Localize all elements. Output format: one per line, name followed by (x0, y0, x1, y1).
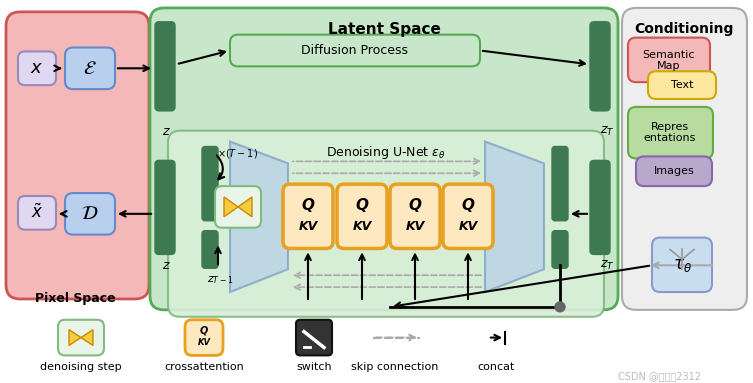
FancyBboxPatch shape (202, 147, 218, 221)
Polygon shape (485, 142, 544, 292)
Text: $\mathcal{E}$: $\mathcal{E}$ (83, 59, 97, 78)
Text: crossattention: crossattention (164, 362, 244, 372)
FancyBboxPatch shape (65, 193, 115, 235)
FancyBboxPatch shape (628, 107, 713, 159)
FancyBboxPatch shape (296, 320, 332, 355)
FancyBboxPatch shape (337, 184, 387, 249)
Text: Repres
entations: Repres entations (644, 122, 697, 144)
FancyBboxPatch shape (552, 231, 568, 268)
Text: $z_T$: $z_T$ (600, 125, 614, 138)
Text: $\tilde{x}$: $\tilde{x}$ (31, 204, 43, 222)
FancyBboxPatch shape (155, 160, 175, 254)
Text: Q: Q (301, 198, 315, 213)
Text: Diffusion Process: Diffusion Process (301, 44, 408, 57)
FancyBboxPatch shape (58, 320, 104, 355)
Text: $x$: $x$ (30, 59, 44, 77)
Text: KV: KV (352, 220, 372, 233)
FancyBboxPatch shape (443, 184, 493, 249)
Polygon shape (238, 197, 252, 217)
FancyBboxPatch shape (65, 47, 115, 89)
Text: Semantic
Map: Semantic Map (643, 49, 695, 71)
Text: Q: Q (408, 198, 422, 213)
FancyBboxPatch shape (185, 320, 223, 355)
Text: Q: Q (200, 326, 208, 336)
Polygon shape (69, 330, 81, 345)
FancyBboxPatch shape (6, 12, 149, 299)
Text: KV: KV (405, 220, 425, 233)
FancyBboxPatch shape (648, 71, 716, 99)
Text: $\times(T-1)$: $\times(T-1)$ (217, 147, 258, 159)
Text: Latent Space: Latent Space (328, 22, 441, 37)
Text: KV: KV (197, 338, 211, 347)
Text: Q: Q (462, 198, 474, 213)
Text: concat: concat (477, 362, 515, 372)
FancyBboxPatch shape (590, 22, 610, 111)
FancyBboxPatch shape (552, 147, 568, 221)
FancyBboxPatch shape (202, 231, 218, 268)
Text: denoising step: denoising step (40, 362, 122, 372)
Text: switch: switch (296, 362, 332, 372)
Text: KV: KV (298, 220, 318, 233)
FancyBboxPatch shape (155, 22, 175, 111)
Text: CSDN @筷次者2312: CSDN @筷次者2312 (618, 371, 702, 381)
FancyBboxPatch shape (283, 184, 333, 249)
FancyBboxPatch shape (230, 34, 480, 66)
Circle shape (555, 302, 565, 312)
Polygon shape (81, 330, 93, 345)
Text: Images: Images (654, 166, 694, 176)
FancyBboxPatch shape (18, 51, 56, 85)
FancyBboxPatch shape (590, 160, 610, 254)
Text: $\mathcal{D}$: $\mathcal{D}$ (81, 205, 99, 223)
Text: $z_{T-1}$: $z_{T-1}$ (207, 274, 233, 286)
FancyBboxPatch shape (628, 38, 710, 82)
Text: KV: KV (459, 220, 477, 233)
Text: Text: Text (671, 80, 694, 90)
Text: Pixel Space: Pixel Space (35, 292, 115, 305)
FancyBboxPatch shape (622, 8, 747, 310)
FancyBboxPatch shape (18, 196, 56, 230)
Text: z: z (162, 259, 168, 272)
Text: Conditioning: Conditioning (634, 22, 733, 36)
FancyBboxPatch shape (652, 237, 712, 292)
Text: $z_T$: $z_T$ (600, 259, 614, 272)
Text: Q: Q (355, 198, 368, 213)
Text: Denoising U-Net $\epsilon_\theta$: Denoising U-Net $\epsilon_\theta$ (326, 144, 446, 160)
FancyBboxPatch shape (636, 156, 712, 186)
Text: skip connection: skip connection (352, 362, 439, 372)
FancyBboxPatch shape (168, 131, 604, 317)
Text: z: z (162, 125, 168, 138)
FancyBboxPatch shape (150, 8, 618, 310)
Polygon shape (230, 142, 288, 292)
FancyBboxPatch shape (390, 184, 440, 249)
Text: $\tau_\theta$: $\tau_\theta$ (672, 256, 691, 274)
FancyBboxPatch shape (215, 186, 261, 228)
Polygon shape (224, 197, 238, 217)
